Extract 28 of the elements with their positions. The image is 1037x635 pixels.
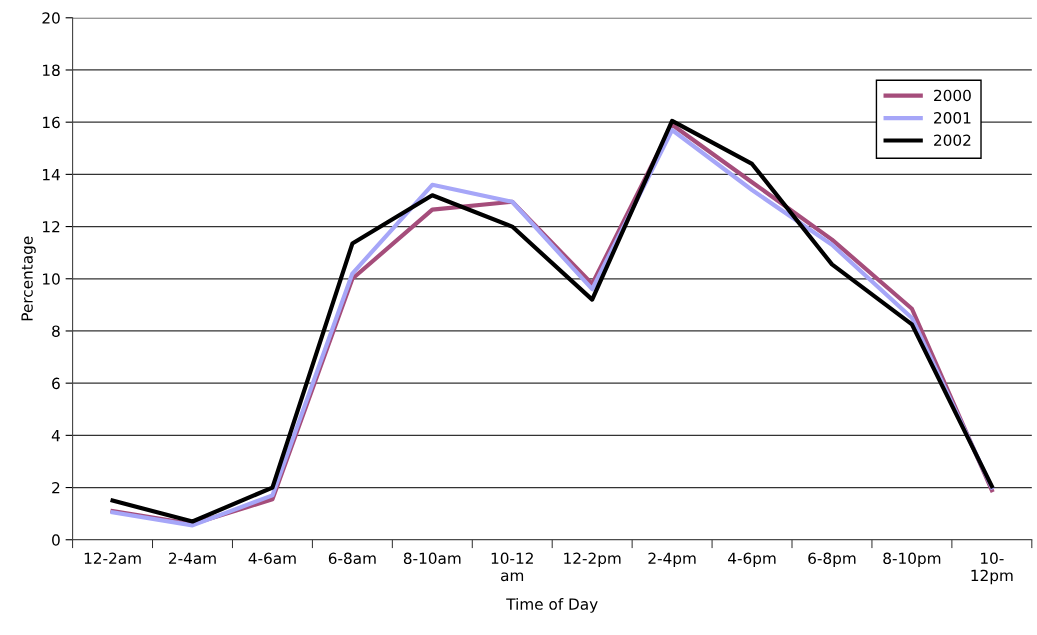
y-tick-label: 4 (51, 430, 60, 442)
x-tick-label: 10- 12pm (971, 552, 1013, 585)
y-tick-label: 2 (52, 482, 60, 494)
y-tick-label: 18 (43, 64, 60, 76)
x-tick-label: 12-2pm (564, 552, 621, 568)
x-tick-label: 10-12 am (491, 552, 533, 582)
legend-label: 2000 (934, 89, 971, 102)
legend-label: 2001 (934, 112, 971, 124)
x-tick-label: 4-6am (248, 552, 296, 565)
y-axis-title: Percentage (21, 236, 36, 321)
y-tick-label: 8 (52, 325, 60, 337)
legend-label: 2002 (934, 134, 971, 147)
y-tick-label: 12 (43, 221, 60, 233)
y-tick-label: 20 (42, 12, 60, 24)
y-tick-label: 0 (52, 534, 60, 546)
y-tick-label: 16 (43, 116, 60, 129)
x-tick-label: 8-10pm (883, 552, 941, 568)
x-tick-label: 2-4pm (648, 552, 696, 568)
x-tick-label: 4-6pm (728, 552, 776, 568)
x-tick-label: 6-8pm (808, 552, 856, 568)
x-axis-title: Time of Day (506, 598, 598, 613)
y-tick-label: 10 (43, 273, 60, 285)
y-tick-label: 6 (52, 377, 60, 390)
x-tick-label: 8-10am (403, 552, 461, 565)
x-tick-label: 12-2am (84, 552, 141, 565)
y-tick-label: 14 (43, 169, 60, 181)
x-tick-label: 6-8am (328, 552, 376, 565)
x-tick-label: 2-4am (169, 552, 216, 565)
